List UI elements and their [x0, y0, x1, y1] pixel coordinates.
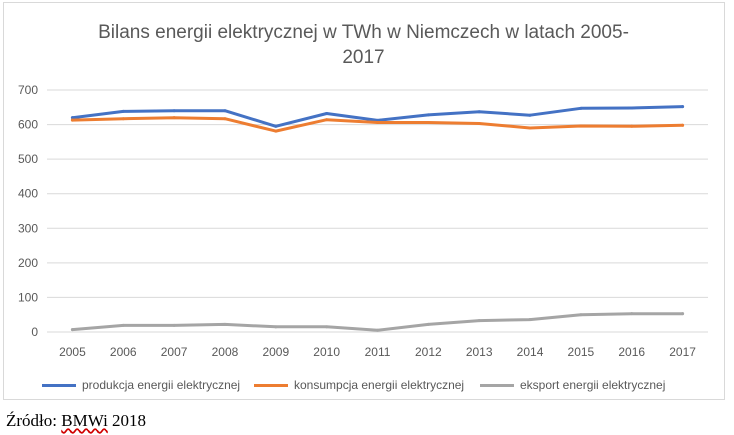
data-point: [579, 124, 583, 128]
series-line-3: [70, 312, 685, 332]
x-tick-label: 2008: [212, 345, 239, 359]
y-tick-label: 200: [18, 256, 38, 270]
data-point: [325, 325, 329, 329]
legend-swatch: [42, 384, 76, 387]
x-tick-label: 2007: [161, 345, 188, 359]
data-point: [426, 113, 430, 117]
data-point: [376, 120, 379, 124]
data-point: [477, 110, 481, 114]
y-tick-label: 0: [31, 325, 38, 339]
x-tick-label: 2010: [313, 345, 340, 359]
data-point: [70, 116, 74, 120]
data-point: [70, 328, 74, 332]
data-point: [223, 109, 227, 113]
y-tick-label: 400: [18, 187, 38, 201]
data-point: [630, 124, 634, 128]
data-point: [121, 109, 125, 113]
data-point: [223, 117, 227, 121]
chart-title-line-1: Bilans energii elektrycznej w TWh w Niem…: [98, 22, 629, 43]
data-point: [426, 120, 430, 124]
x-tick-label: 2013: [466, 345, 493, 359]
chart-title-line-2: 2017: [342, 47, 385, 68]
data-point: [223, 322, 227, 326]
data-point: [681, 105, 685, 109]
data-point: [70, 118, 74, 122]
source-note: Źródło: BMWi 2018: [6, 411, 146, 431]
data-point: [121, 323, 125, 327]
chart-title: Bilans energii elektrycznej w TWh w Niem…: [0, 20, 727, 70]
y-tick-label: 600: [18, 118, 38, 132]
data-point: [325, 118, 329, 122]
data-point: [630, 312, 634, 316]
source-prefix: Źródło:: [6, 411, 62, 430]
x-tick-label: 2016: [618, 345, 645, 359]
data-point: [528, 318, 532, 322]
data-point: [376, 328, 379, 332]
legend-label: eksport energii elektrycznej: [520, 378, 666, 392]
data-point: [172, 116, 176, 120]
data-point: [477, 122, 481, 126]
x-tick-label: 2005: [59, 345, 86, 359]
chart-frame: [3, 2, 725, 400]
x-tick-label: 2009: [262, 345, 289, 359]
data-point: [274, 129, 278, 133]
source-brand: BMWi: [61, 411, 108, 430]
x-tick-label: 2011: [365, 345, 391, 359]
data-point: [681, 123, 685, 127]
legend-label: konsumpcja energii elektrycznej: [294, 378, 465, 392]
x-tick-label: 2015: [568, 345, 595, 359]
data-point: [426, 322, 430, 326]
data-point: [681, 312, 685, 316]
y-tick-label: 700: [18, 83, 38, 97]
y-tick-label: 100: [18, 290, 38, 304]
legend-swatch: [254, 384, 288, 387]
x-tick-label: 2012: [415, 345, 442, 359]
data-point: [325, 112, 329, 116]
data-point: [630, 106, 634, 110]
legend-swatch: [480, 384, 514, 387]
data-point: [579, 313, 583, 317]
data-point: [172, 323, 176, 327]
y-tick-label: 300: [18, 221, 38, 235]
x-tick-label: 2006: [110, 345, 137, 359]
chart-plot-area: 0 100 200 300 400 500 600 700 2005 2006 2007 2008 20…: [18, 83, 708, 359]
data-point: [172, 109, 176, 113]
x-tick-label: 2014: [517, 345, 544, 359]
data-point: [528, 113, 532, 117]
legend-label: produkcja energii elektrycznej: [82, 378, 241, 392]
data-point: [274, 124, 278, 128]
source-year: 2018: [107, 411, 147, 430]
data-point: [579, 106, 583, 110]
y-tick-label: 500: [18, 152, 38, 166]
x-tick-label: 2017: [669, 345, 696, 359]
data-point: [477, 319, 481, 323]
data-point: [121, 117, 125, 121]
data-point: [274, 325, 278, 329]
data-point: [528, 126, 532, 130]
